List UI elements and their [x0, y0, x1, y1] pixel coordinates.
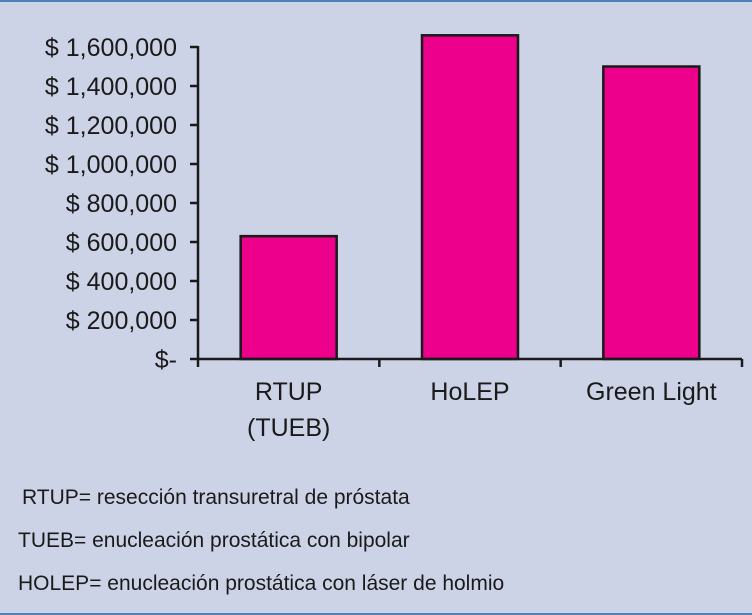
x-tick-label: Green Light	[586, 378, 717, 406]
note-tueb: TUEB= enucleación prostática con bipolar	[18, 529, 410, 552]
y-tick-label: $ 400,000	[66, 268, 177, 296]
bar	[420, 34, 520, 361]
x-tick-label: RTUP	[255, 378, 323, 406]
y-tick-label: $ 1,600,000	[45, 34, 177, 62]
bar	[239, 234, 338, 361]
y-tick-label: $ 1,400,000	[45, 73, 177, 101]
x-tick-label: (TUEB)	[247, 414, 330, 442]
note-holep: HOLEP= enucleación prostática con láser …	[18, 572, 505, 595]
y-tick-label: $ 1,200,000	[45, 112, 177, 140]
y-tick-label: $ 1,000,000	[45, 151, 177, 179]
x-tick-label: HoLEP	[430, 378, 509, 406]
y-axis: $- $ 200,000 $ 400,000 $ 600,000 $ 800,000 $ …	[45, 34, 200, 374]
y-tick-label: $ 200,000	[66, 307, 177, 335]
bar	[602, 65, 701, 361]
note-rtup: RTUP= resección transuretral de próstata	[22, 486, 410, 509]
bars	[239, 34, 701, 361]
x-axis: RTUP (TUEB) HoLEP Green Light	[196, 357, 744, 442]
y-tick-label: $ 800,000	[66, 190, 177, 218]
y-tick-label: $ 600,000	[66, 229, 177, 257]
y-tick-label: $-	[155, 346, 177, 374]
bar-chart: $- $ 200,000 $ 400,000 $ 600,000 $ 800,000 $ …	[45, 34, 744, 442]
